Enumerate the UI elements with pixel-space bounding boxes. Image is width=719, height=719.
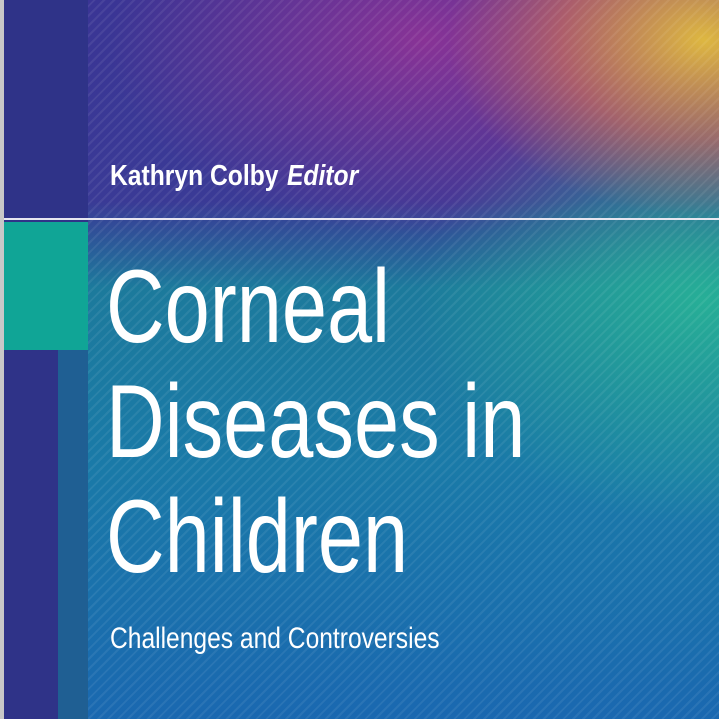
book-subtitle: Challenges and Controversies <box>110 622 440 655</box>
title-line: Corneal <box>106 249 391 365</box>
title-line: Diseases in <box>106 364 526 480</box>
author-line: Kathryn Colby Editor <box>110 160 358 193</box>
stripe-pattern <box>4 0 719 719</box>
title-line: Children <box>106 479 409 595</box>
author-role: Editor <box>286 160 359 192</box>
left-blue-strip <box>58 350 88 719</box>
author-name: Kathryn Colby <box>110 160 279 192</box>
book-title: Corneal Diseases in Children <box>106 250 525 595</box>
teal-block <box>4 222 88 350</box>
divider-line <box>4 218 719 220</box>
book-cover: Kathryn Colby Editor Corneal Diseases in … <box>4 0 719 719</box>
